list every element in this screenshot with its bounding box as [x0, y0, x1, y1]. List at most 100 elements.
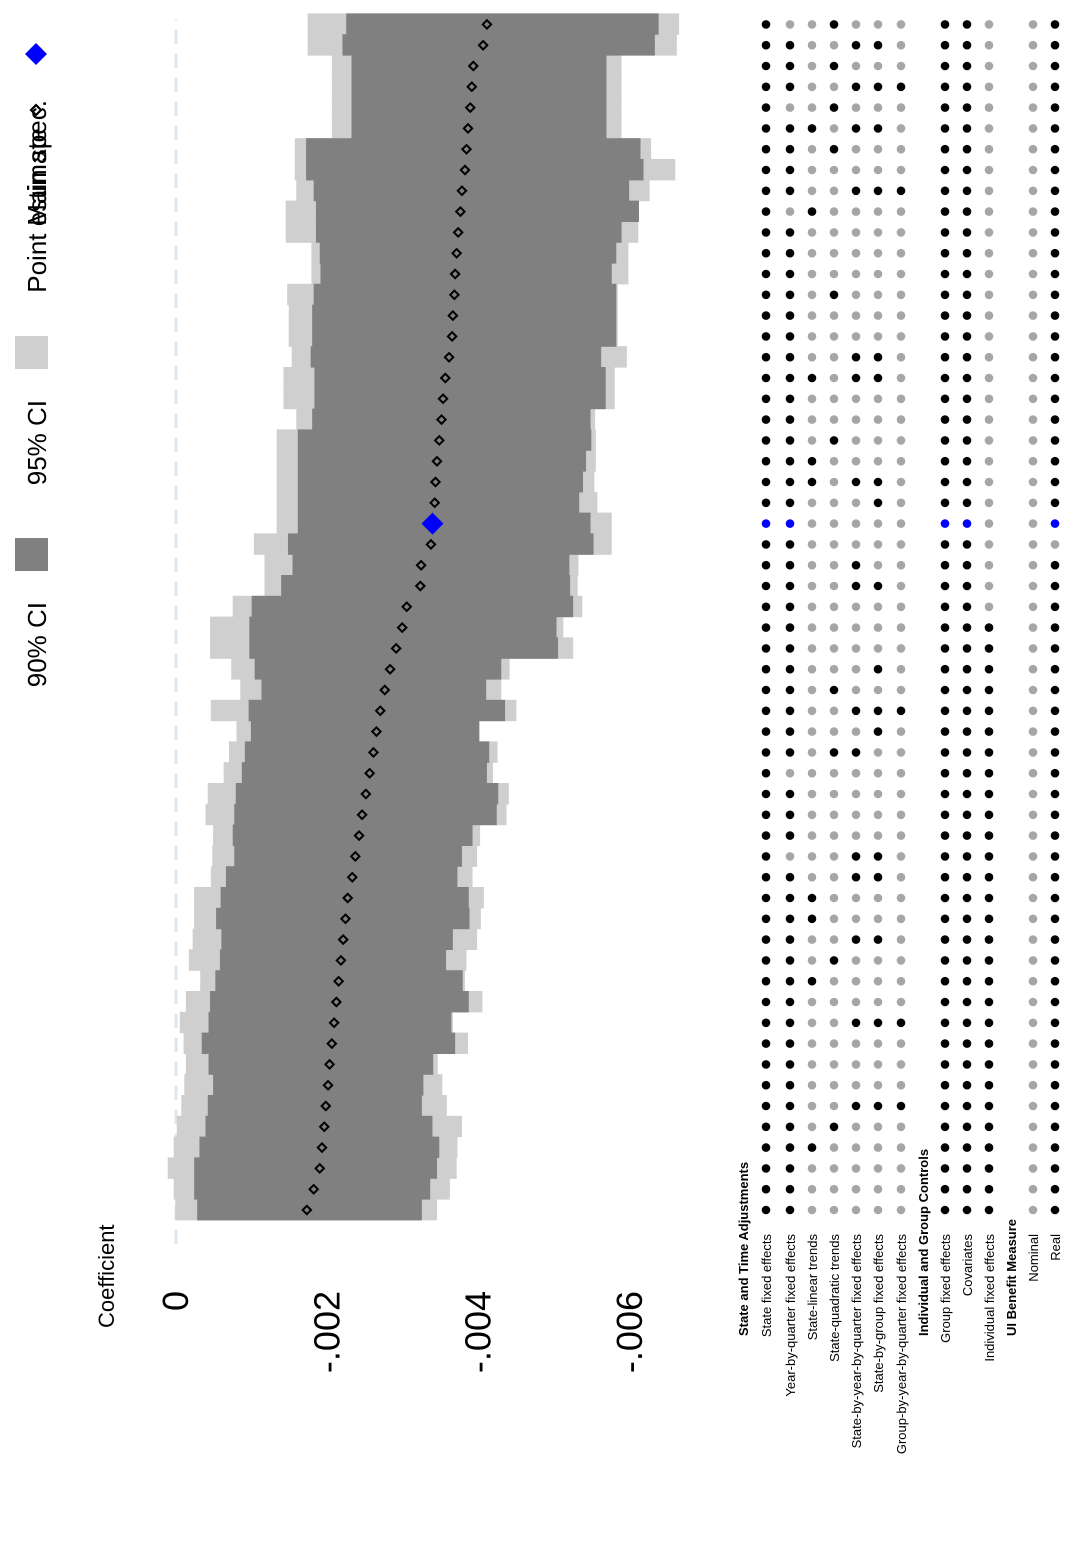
indicator-dot: [851, 831, 861, 840]
indicator-dot: [761, 748, 771, 757]
indicator-dot: [984, 40, 994, 50]
indicator-dot: [962, 290, 972, 300]
y-tick-label: -.002: [306, 1291, 347, 1373]
indicator-dot: [1050, 1184, 1060, 1194]
indicator-dot: [1050, 61, 1060, 71]
indicator-dot: [761, 706, 771, 716]
indicator-dot: [761, 810, 771, 820]
indicator-dot: [896, 248, 906, 258]
indicator-dot: [1028, 311, 1038, 320]
indicator-dot: [829, 1164, 839, 1173]
indicator-dot: [984, 956, 994, 965]
indicator-dot: [1050, 935, 1060, 944]
indicator-row-label: Individual fixed effects: [982, 1234, 997, 1362]
indicator-dot: [1050, 706, 1060, 716]
indicator-dot: [785, 623, 795, 632]
indicator-dot: [962, 311, 972, 320]
indicator-dot: [873, 207, 883, 216]
indicator-dot: [761, 269, 771, 279]
indicator-dot: [829, 498, 839, 508]
indicator-dot: [940, 748, 950, 757]
indicator-dot: [785, 269, 795, 279]
point-estimate: [456, 185, 468, 197]
indicator-dot: [962, 727, 972, 736]
indicator-dot: [962, 1039, 972, 1048]
indicator-dot: [940, 560, 950, 570]
indicator-dot: [829, 144, 839, 154]
indicator-dot: [851, 1184, 861, 1194]
indicator-dot: [984, 1164, 994, 1173]
indicator-dot: [851, 40, 861, 50]
indicator-dot: [807, 311, 817, 320]
indicator-dot: [962, 186, 972, 196]
indicator-dot: [829, 332, 839, 341]
indicator-dot: [829, 1060, 839, 1069]
indicator-dot: [1028, 1039, 1038, 1048]
indicator-dot: [940, 976, 950, 986]
ci90-bar: [254, 658, 502, 680]
indicator-dot: [807, 664, 817, 674]
indicator-dot: [829, 914, 839, 924]
indicator-dot: [873, 893, 883, 903]
indicator-dot: [940, 124, 950, 133]
indicator-dot: [984, 1122, 994, 1132]
indicator-dot: [984, 664, 994, 674]
indicator-dot: [761, 352, 771, 362]
indicator-dot: [940, 352, 950, 362]
indicator-dot: [984, 1080, 994, 1090]
indicator-dot: [761, 644, 771, 653]
indicator-dot: [807, 186, 817, 196]
indicator-dot: [829, 103, 839, 112]
indicator-dot: [896, 40, 906, 50]
indicator-dot: [984, 602, 994, 612]
indicator-dot: [807, 352, 817, 362]
point-estimate: [446, 330, 458, 343]
indicator-dot: [984, 207, 994, 216]
point-estimate: [339, 913, 352, 925]
indicator-dot: [851, 1039, 861, 1048]
point-estimate: [435, 413, 448, 426]
indicator-dot: [984, 727, 994, 736]
indicator-dot: [940, 498, 950, 508]
indicator-dot: [940, 1101, 950, 1111]
indicator-dot: [1028, 1018, 1038, 1028]
indicator-dot: [1028, 269, 1038, 279]
indicator-dot: [851, 560, 861, 570]
indicator-dot: [940, 1184, 950, 1194]
indicator-dot: [940, 1018, 950, 1028]
indicator-dot: [785, 477, 795, 487]
indicator-dot: [1050, 852, 1060, 861]
indicator-dot: [873, 519, 883, 528]
indicator-dot: [785, 40, 795, 50]
indicator-dot: [873, 311, 883, 320]
indicator-dot: [1028, 1101, 1038, 1111]
indicator-dot: [962, 456, 972, 466]
indicator-dot: [829, 436, 839, 445]
point-estimate: [464, 101, 476, 114]
indicator-dot: [829, 1184, 839, 1194]
indicator-dot: [873, 1205, 883, 1215]
indicator-dot: [896, 519, 906, 528]
indicator-dot: [785, 872, 795, 882]
indicator-dot: [896, 1143, 906, 1152]
indicator-dot: [807, 872, 817, 882]
indicator-dot: [984, 976, 994, 986]
indicator-dot: [829, 685, 839, 695]
point-estimate: [326, 1037, 338, 1050]
indicator-dot: [984, 1060, 994, 1069]
indicator-dot: [896, 498, 906, 508]
point-estimates: [301, 18, 493, 1216]
indicator-dot: [1050, 248, 1060, 258]
point-estimate: [318, 1121, 330, 1133]
indicator-dot: [962, 207, 972, 216]
indicator-dot: [1050, 872, 1060, 882]
indicator-dot: [807, 1205, 817, 1215]
legend-label-ci95: 95% CI: [22, 400, 52, 485]
indicator-dot: [851, 540, 861, 549]
indicator-dot: [851, 706, 861, 716]
indicator-dot: [962, 436, 972, 445]
point-estimate: [467, 60, 479, 72]
indicator-dot: [1028, 623, 1038, 632]
indicator-dot: [962, 560, 972, 570]
indicator-dot: [829, 831, 839, 840]
